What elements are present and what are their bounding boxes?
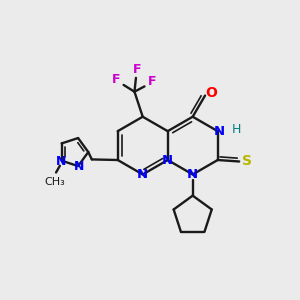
Text: H: H: [231, 123, 241, 136]
Text: F: F: [112, 73, 120, 85]
Text: N: N: [187, 168, 198, 181]
Text: N: N: [74, 160, 84, 172]
Text: F: F: [148, 75, 156, 88]
Text: N: N: [137, 168, 148, 181]
Text: O: O: [206, 86, 218, 100]
Text: N: N: [56, 155, 66, 168]
Text: N: N: [214, 125, 225, 138]
Text: CH₃: CH₃: [44, 177, 65, 187]
Text: N: N: [162, 154, 173, 167]
Text: F: F: [133, 63, 142, 76]
Text: S: S: [242, 154, 252, 169]
